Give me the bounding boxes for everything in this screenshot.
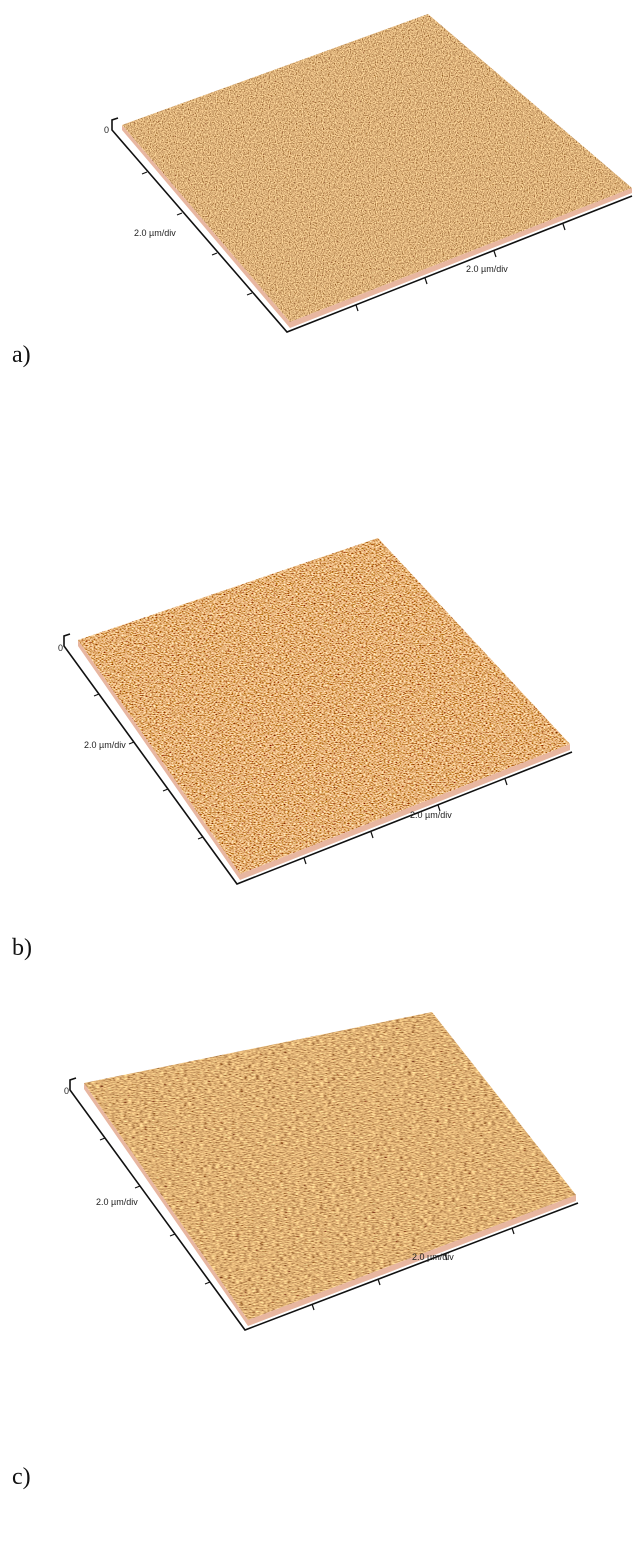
y-axis-label: 2.0 µm/div (466, 264, 508, 274)
panel-label: c) (12, 1464, 31, 1490)
page: 0 2.0 µm/div 2.0 µm/div a) 0 2.0 µm/div … (0, 0, 634, 1543)
y-axis-label: 2.0 µm/div (412, 1252, 454, 1262)
afm-surface (78, 538, 570, 874)
figure: 0 2.0 µm/div 2.0 µm/div a) 0 2.0 µm/div … (0, 0, 634, 1543)
panel-a: 0 2.0 µm/div 2.0 µm/div a) (12, 14, 632, 368)
x-axis-label: 2.0 µm/div (96, 1197, 138, 1207)
x-axis-label: 2.0 µm/div (84, 740, 126, 750)
panel-c: 0 2.0 µm/div 2.0 µm/div c) (12, 1012, 578, 1490)
afm-surface (84, 1012, 576, 1320)
panel-label: a) (12, 342, 31, 368)
afm-surface (122, 14, 632, 322)
z-label: 0 (104, 125, 109, 135)
y-axis-label: 2.0 µm/div (410, 810, 452, 820)
z-label: 0 (64, 1086, 69, 1096)
panel-b: 0 2.0 µm/div 2.0 µm/div b) (12, 538, 572, 961)
panel-label: b) (12, 935, 32, 961)
z-label: 0 (58, 643, 63, 653)
x-axis-label: 2.0 µm/div (134, 228, 176, 238)
